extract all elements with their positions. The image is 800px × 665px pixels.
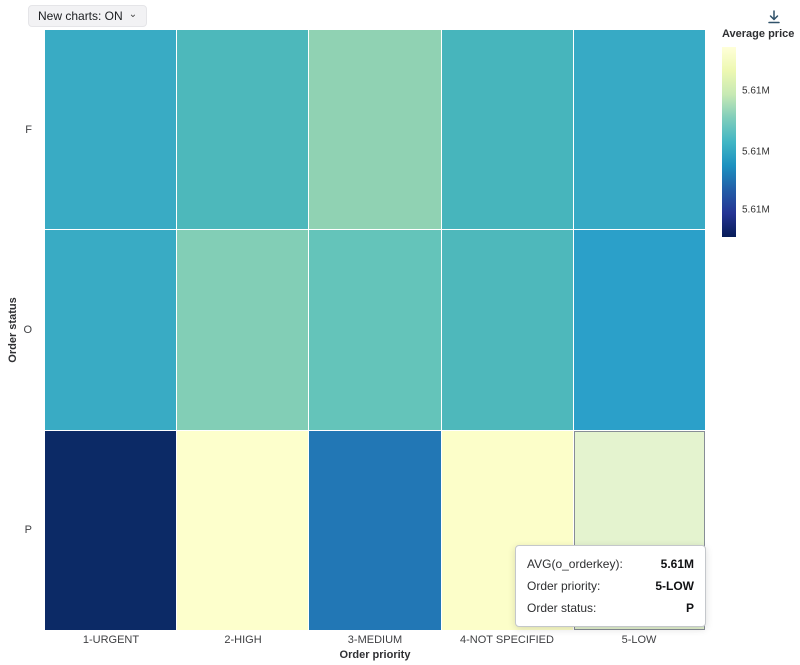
legend-tick-label: 5.61M — [742, 85, 770, 97]
legend-tick-label: 5.61M — [742, 146, 770, 157]
x-tick-label: 2-HIGH — [224, 634, 262, 646]
legend-title: Average price — [722, 28, 795, 40]
tooltip-row: AVG(o_orderkey): 5.61M — [527, 553, 694, 575]
heatmap-cell-O-3-MEDIUM[interactable] — [309, 230, 441, 430]
heatmap-cell-O-1-URGENT[interactable] — [45, 230, 177, 430]
tooltip-row: Order priority: 5-LOW — [527, 575, 694, 597]
heatmap-cell-F-2-HIGH[interactable] — [177, 30, 309, 230]
heatmap-cell-P-1-URGENT[interactable] — [45, 430, 177, 630]
download-icon — [768, 10, 780, 24]
tooltip-label: AVG(o_orderkey): — [527, 557, 623, 571]
x-tick-label: 1-URGENT — [82, 634, 140, 646]
heatmap-cell-O-4-NOT SPECIFIED[interactable] — [441, 230, 573, 430]
new-charts-toggle[interactable]: New charts: ON ⌄ — [28, 5, 148, 27]
heatmap-cell-P-2-HIGH[interactable] — [177, 430, 309, 630]
y-tick-label: F — [25, 124, 32, 136]
heatmap-cell-O-2-HIGH[interactable] — [177, 230, 309, 430]
chevron-down-icon: ⌄ — [128, 9, 138, 20]
heatmap-cell-O-5-LOW[interactable] — [573, 230, 705, 430]
x-tick-label: 4-NOT SPECIFIED — [460, 634, 554, 646]
x-axis-title: Order priority — [339, 649, 411, 661]
color-legend: Average price 5.61M 5.61M 5.61M — [722, 28, 798, 237]
heatmap-cell-F-5-LOW[interactable] — [573, 30, 705, 230]
tooltip-value: P — [685, 601, 694, 615]
y-tick-label: P — [24, 524, 32, 536]
tooltip-value: 5-LOW — [655, 579, 694, 593]
tooltip-label: Order status: — [527, 601, 597, 615]
tooltip-row: Order status: P — [527, 597, 694, 619]
download-button[interactable] — [764, 7, 784, 27]
heatmap-cell-P-3-MEDIUM[interactable] — [309, 430, 441, 630]
heatmap-cell-F-3-MEDIUM[interactable] — [309, 30, 441, 230]
legend-gradient-bar — [722, 47, 736, 237]
x-tick-label: 3-MEDIUM — [347, 634, 403, 646]
y-tick-label: O — [23, 324, 32, 336]
hover-tooltip: AVG(o_orderkey): 5.61M Order priority: 5-LO… — [515, 545, 706, 627]
x-tick-label: 5-LOW — [621, 634, 657, 646]
y-axis-ticks: F O P — [0, 30, 38, 630]
legend-tick-label: 5.61M — [742, 204, 770, 216]
heatmap-grid — [45, 30, 705, 630]
tooltip-label: Order priority: — [527, 579, 601, 593]
tooltip-value: 5.61M — [660, 557, 694, 571]
heatmap-cell-F-1-URGENT[interactable] — [45, 30, 177, 230]
x-axis-ticks: 1-URGENT 2-HIGH 3-MEDIUM 4-NOT SPECIFIED 5-L… — [45, 634, 705, 646]
heatmap-cell-F-4-NOT SPECIFIED[interactable] — [441, 30, 573, 230]
new-charts-label: New charts: ON — [38, 9, 123, 23]
